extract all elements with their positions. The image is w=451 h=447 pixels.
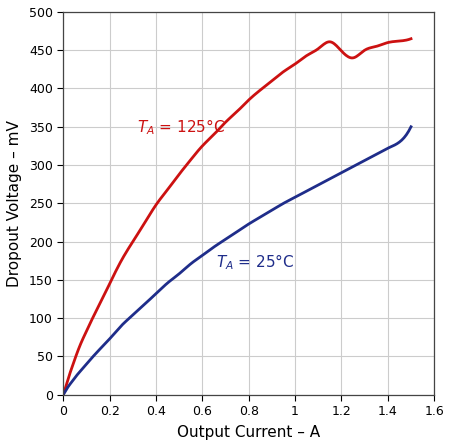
X-axis label: Output Current – A: Output Current – A (177, 425, 320, 440)
Text: $T_A$ = 25°C: $T_A$ = 25°C (216, 252, 295, 272)
Text: $T_A$ = 125°C: $T_A$ = 125°C (138, 117, 226, 137)
Y-axis label: Dropout Voltage – mV: Dropout Voltage – mV (7, 120, 22, 287)
